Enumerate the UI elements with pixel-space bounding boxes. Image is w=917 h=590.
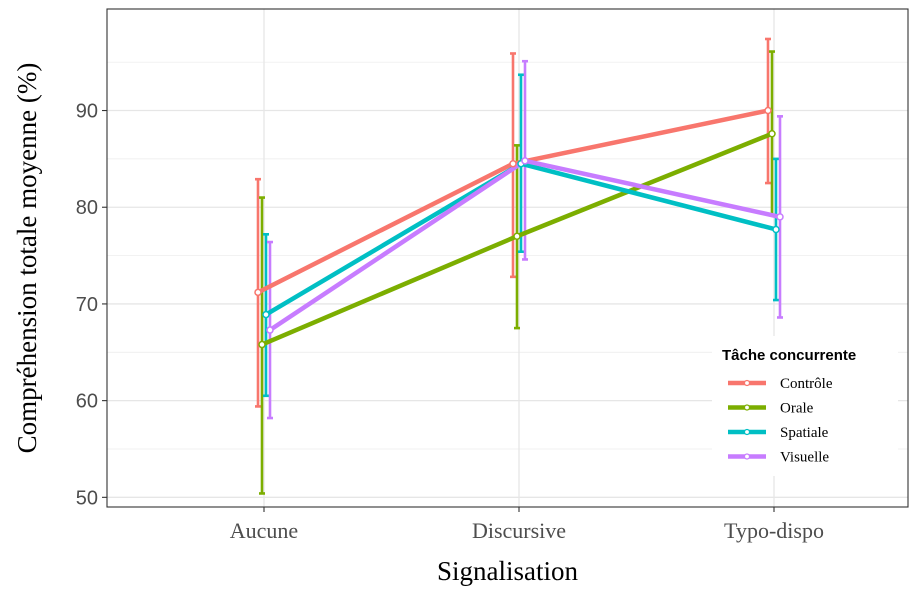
y-tick-label: 50: [76, 487, 98, 509]
y-tick-label: 60: [76, 391, 98, 413]
data-point: [521, 157, 529, 165]
legend-label: Visuelle: [780, 450, 829, 466]
data-point: [513, 232, 521, 240]
legend-key-point: [743, 453, 751, 460]
y-axis-title: Compréhension totale moyenne (%): [12, 63, 42, 454]
data-point: [772, 225, 780, 234]
x-tick-label: Typo-dispo: [724, 518, 824, 543]
legend-key-point: [743, 404, 751, 411]
legend-title: Tâche concurrente: [722, 347, 856, 364]
data-point: [262, 310, 270, 319]
y-axis: 50 60 70 80 90: [76, 101, 107, 509]
data-point: [768, 129, 776, 138]
x-tick-label: Aucune: [230, 518, 298, 543]
legend-label: Contrôle: [780, 376, 833, 392]
plot-border: [106, 8, 909, 508]
y-tick-label: 80: [76, 197, 98, 219]
x-axis-title: Signalisation: [437, 556, 578, 586]
data-point: [266, 326, 274, 334]
series-points: [254, 106, 784, 349]
y-tick-label: 70: [76, 294, 98, 316]
legend-key-point: [743, 379, 751, 387]
x-tick-label: Discursive: [472, 518, 566, 543]
legend-label: Spatiale: [780, 425, 829, 441]
data-point: [764, 106, 772, 115]
x-axis: Aucune Discursive Typo-dispo: [230, 507, 824, 543]
data-point: [254, 288, 262, 297]
y-tick-label: 90: [76, 101, 98, 123]
data-point: [258, 340, 266, 349]
data-point: [509, 159, 517, 168]
legend-key-point: [743, 428, 751, 436]
legend-label: Orale: [780, 401, 814, 417]
data-point: [776, 213, 784, 221]
legend: Tâche concurrente Contrôle Orale Spatiale V…: [712, 336, 898, 476]
